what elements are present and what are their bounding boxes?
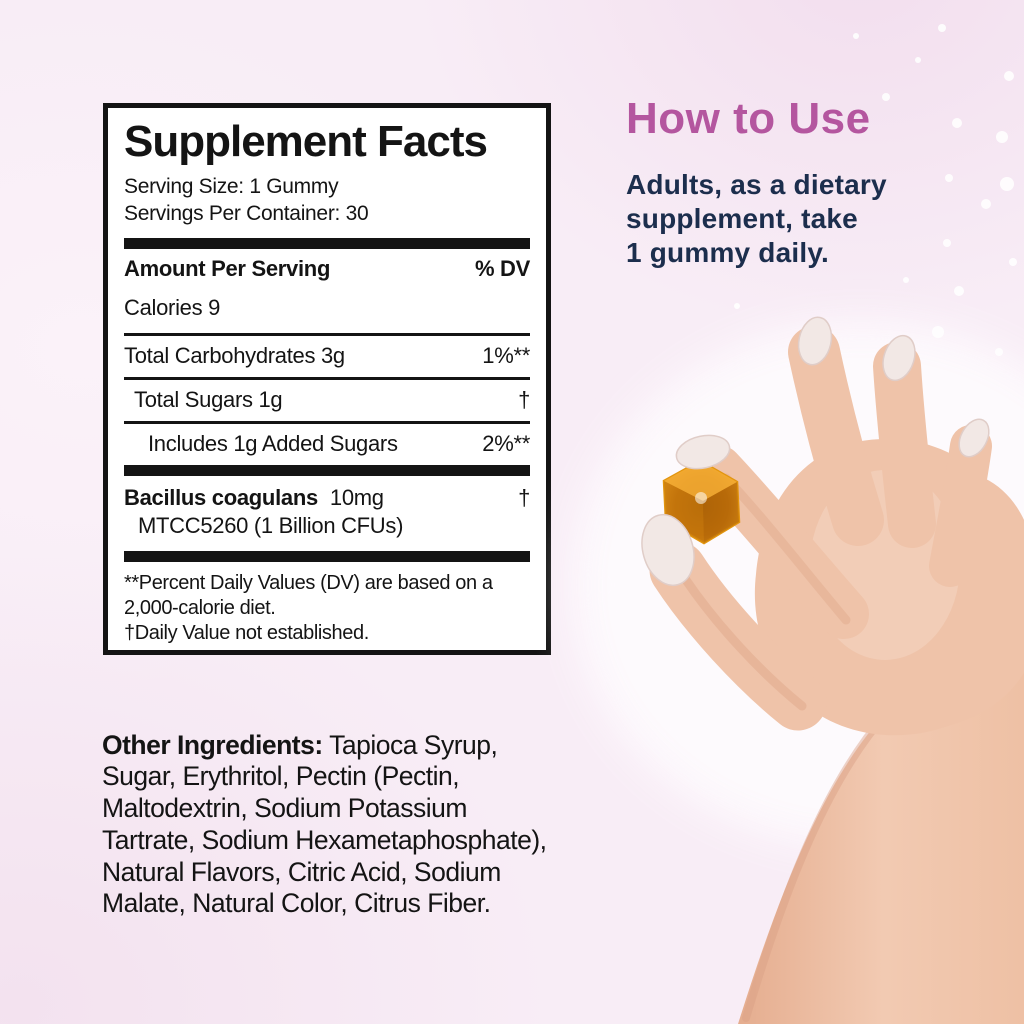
- calories-row: Calories 9: [124, 295, 221, 321]
- divider-rule: [124, 333, 530, 337]
- middle-finger: [788, 326, 884, 546]
- gummy: [662, 459, 741, 545]
- thumb: [649, 541, 827, 731]
- forearm: [738, 630, 1024, 1024]
- footnote-dagger: †Daily Value not established.: [124, 621, 369, 644]
- other-ingredients: Other Ingredients: Tapioca Syrup, Sugar,…: [102, 730, 662, 921]
- divider-rule: [124, 377, 530, 381]
- ingredient-amount: 10mg: [329, 485, 384, 511]
- other-ingredients-text: Tapioca Syrup, Sugar, Erythritol, Pectin…: [102, 729, 547, 919]
- amount-per-serving-label: Amount Per Serving: [124, 256, 331, 282]
- row-dv: †: [518, 485, 530, 511]
- facts-row-total-carbohydrates: Total Carbohydrates 3g 1%**: [124, 336, 530, 377]
- facts-row-bacillus-coagulans: Bacillus coagulans 10mg † MTCC5260 (1 Bil…: [124, 476, 530, 549]
- facts-column-header: Amount Per Serving % DV: [124, 249, 530, 286]
- facts-row-total-sugars: Total Sugars 1g †: [124, 380, 530, 421]
- facts-row-added-sugars: Includes 1g Added Sugars 2%**: [124, 424, 530, 465]
- servings-per-container: Servings Per Container: 30: [124, 201, 369, 225]
- index-finger: [693, 445, 869, 639]
- how-to-use-section: How to Use Adults, as a dietary suppleme…: [626, 94, 972, 270]
- divider-thick-bar: [124, 238, 530, 250]
- fingernails: [641, 316, 990, 587]
- pinky-finger: [929, 425, 992, 587]
- how-to-use-title: How to Use: [626, 94, 871, 143]
- row-dv: 2%**: [482, 431, 530, 457]
- ingredient-name: Bacillus coagulans: [124, 485, 318, 511]
- supplement-facts-panel: Supplement Facts Serving Size: 1 Gummy S…: [103, 103, 551, 655]
- other-ingredients-label: Other Ingredients:: [102, 729, 323, 760]
- row-label: Total Sugars 1g: [134, 387, 283, 413]
- facts-title: Supplement Facts: [124, 117, 488, 166]
- row-label: Includes 1g Added Sugars: [148, 431, 398, 457]
- how-to-use-body: Adults, as a dietary supplement, take 1 …: [626, 169, 887, 269]
- serving-size: Serving Size: 1 Gummy: [124, 174, 339, 198]
- footnote-daily-values: **Percent Daily Values (DV) are based on…: [124, 572, 493, 619]
- percent-dv-label: % DV: [474, 256, 530, 282]
- divider-thick-bar: [124, 551, 530, 563]
- ring-finger: [873, 342, 936, 548]
- divider-thick-bar: [124, 465, 530, 477]
- palm: [754, 438, 1024, 736]
- ingredient-detail: MTCC5260 (1 Billion CFUs): [138, 513, 404, 539]
- row-dv: 1%**: [482, 343, 530, 369]
- row-dv: †: [518, 387, 530, 413]
- row-label: Total Carbohydrates 3g: [124, 343, 345, 369]
- divider-rule: [124, 421, 530, 425]
